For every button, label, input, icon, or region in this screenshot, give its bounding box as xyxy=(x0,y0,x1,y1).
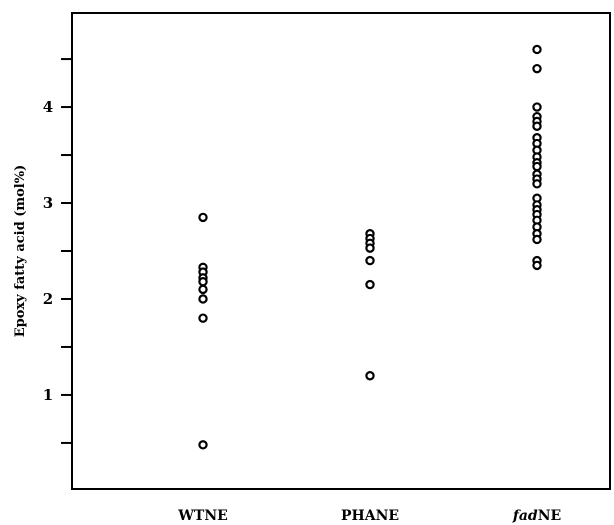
data-point-fadne-2 xyxy=(532,102,542,112)
data-point-wtne-6 xyxy=(198,294,208,304)
y-tick-label-3: 4 xyxy=(43,98,53,116)
data-point-wtne-0 xyxy=(198,212,208,223)
x-category-label-2: fadNE xyxy=(512,508,561,524)
data-point-fadne-0 xyxy=(532,44,542,55)
data-point-fadne-1 xyxy=(532,63,542,74)
y-tick-label-0: 1 xyxy=(43,386,53,404)
data-point-wtne-5 xyxy=(198,284,208,295)
y-tick-label-1: 2 xyxy=(43,290,53,308)
data-point-fadne-22 xyxy=(532,234,542,245)
data-point-wtne-4 xyxy=(198,277,208,287)
x-category-label-0: WTNE xyxy=(177,508,228,524)
data-points xyxy=(198,44,542,450)
data-point-fadne-11 xyxy=(532,161,542,172)
data-point-fadne-24 xyxy=(532,260,542,271)
y-axis-ticks xyxy=(61,58,72,444)
data-point-phane-4 xyxy=(365,255,375,266)
y-tick-label-2: 3 xyxy=(43,194,53,212)
y-axis-tick-labels: 1 2 3 4 xyxy=(43,98,53,404)
y-axis-title: Epoxy fatty acid (mol%) xyxy=(13,165,28,338)
x-category-label-1: PHANE xyxy=(341,508,399,524)
data-point-fadne-5 xyxy=(532,121,542,131)
data-point-fadne-14 xyxy=(532,179,542,189)
data-point-phane-5 xyxy=(365,279,375,290)
plot-frame xyxy=(71,12,611,490)
data-point-wtne-8 xyxy=(198,440,208,450)
x-axis-category-labels: WTNE PHANE fadNE xyxy=(177,508,561,524)
data-point-phane-6 xyxy=(365,371,375,381)
data-point-wtne-7 xyxy=(198,313,208,323)
data-point-phane-3 xyxy=(365,243,375,253)
